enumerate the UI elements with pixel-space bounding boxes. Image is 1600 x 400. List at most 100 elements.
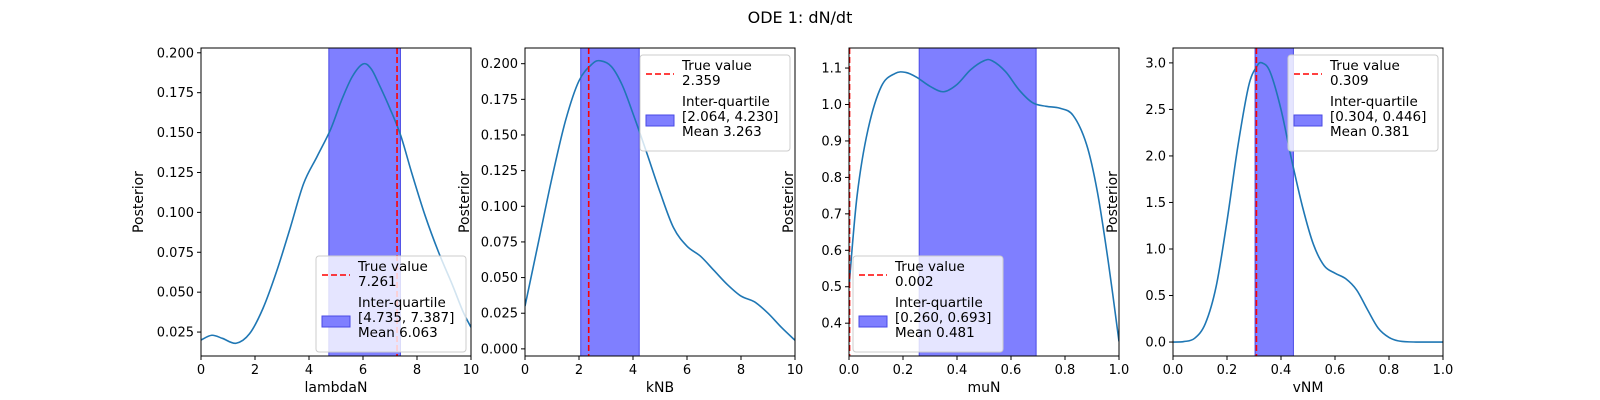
subplot-1: 0 2 4 6 8 10 0.025 0.050 0.075 0.100 0.125 0.150 0.1… [131, 46, 479, 396]
x-tick-label: 2 [251, 363, 259, 378]
posterior-curve [1173, 61, 1443, 343]
legend-true-label: True value [1329, 58, 1400, 74]
legend-iq-swatch [858, 315, 888, 328]
legend-iq-label: Inter-quartile [895, 295, 983, 311]
y-tick-label: 0.200 [481, 57, 518, 72]
y-tick-label: 0.5 [1145, 289, 1166, 304]
subplot-2: 0 2 4 6 8 100.0000.0250.0500.0750.1000.1250.1… [457, 47, 804, 396]
x-tick-label: 0.8 [1379, 363, 1400, 378]
y-tick-label: 0.150 [157, 126, 194, 141]
legend-iq-range: [0.260, 0.693] [895, 310, 991, 326]
legend-iq-range: [4.735, 7.387] [358, 310, 454, 326]
y-tick-label: 0.8 [821, 171, 842, 186]
x-tick-label: 0 [521, 363, 529, 378]
legend-true-label: True value [357, 259, 428, 275]
subplot-3: 0.0 0.2 0.4 0.6 0.8 1.0 0.4 0.5 0.6 0.7 0.8 0.9 1.0 1… [781, 47, 1130, 396]
legend-true-value: 0.002 [895, 274, 934, 290]
x-axis-label: kNB [646, 380, 674, 396]
x-tick-label: 0.4 [1271, 363, 1292, 378]
x-tick-label: 0.2 [893, 363, 914, 378]
posterior-curve [849, 58, 1119, 342]
y-tick-label: 1.0 [821, 98, 842, 113]
x-axis-label: muN [968, 380, 1001, 396]
x-tick-label: 4 [305, 363, 313, 378]
y-axis-label: Posterior [131, 171, 147, 233]
legend-frame [852, 255, 1004, 353]
y-tick-label: 0.075 [157, 246, 194, 261]
x-tick-label: 0.2 [1217, 363, 1238, 378]
x-tick-label: 0.0 [1163, 363, 1184, 378]
y-tick-label: 1.1 [821, 62, 842, 77]
y-tick-label: 0.7 [821, 207, 842, 222]
y-tick-label: 0.175 [481, 93, 518, 108]
y-tick-label: 0.4 [821, 317, 842, 332]
y-tick-label: 0.025 [481, 307, 518, 322]
y-tick-label: 2.0 [1145, 149, 1166, 164]
y-axis-label: Posterior [1105, 171, 1121, 233]
figure-title: ODE 1: dN/dt [748, 8, 853, 27]
legend-iq-swatch [1293, 114, 1323, 127]
y-tick-label: 0.175 [157, 86, 194, 101]
x-tick-label: 0.6 [1325, 363, 1346, 378]
x-tick-label: 8 [737, 363, 745, 378]
plot-area [525, 48, 795, 356]
axes-frame [200, 47, 472, 357]
y-axis-label: Posterior [457, 171, 473, 233]
legend-iq-swatch [321, 315, 351, 328]
y-tick-label: 1.5 [1145, 196, 1166, 211]
y-tick-label: 0.9 [821, 134, 842, 149]
axes-frame [848, 47, 1120, 357]
y-axis-label: Posterior [781, 171, 797, 233]
x-tick-label: 0.6 [1001, 363, 1022, 378]
legend-frame [315, 255, 467, 353]
posterior-curve [201, 62, 471, 345]
x-tick-label: 2 [575, 363, 583, 378]
x-tick-label: 1.0 [1433, 363, 1454, 378]
y-tick-label: 0.000 [481, 342, 518, 357]
y-tick-label: 0.050 [157, 286, 194, 301]
y-tick-label: 0.200 [157, 46, 194, 61]
x-tick-label: 1.0 [1109, 363, 1130, 378]
legend-mean: Mean 3.263 [682, 124, 762, 140]
axes-frame [524, 47, 796, 357]
x-tick-label: 10 [787, 363, 804, 378]
legend-iq-label: Inter-quartile [1330, 94, 1418, 110]
y-tick-label: 0.125 [481, 164, 518, 179]
x-tick-label: 0.0 [839, 363, 860, 378]
legend-true-value: 7.261 [358, 274, 397, 290]
posterior-curve [525, 59, 795, 341]
subplot-4: 0.0 0.2 0.4 0.6 0.8 1.0 0.0 0.5 1.0 1.5 2.0 2.5 3.0 v… [1105, 47, 1454, 396]
interquartile-band [1254, 48, 1294, 356]
legend-frame [639, 54, 791, 152]
legend-mean: Mean 6.063 [358, 325, 438, 341]
legend-true-label: True value [681, 58, 752, 74]
x-tick-label: 6 [683, 363, 691, 378]
y-tick-label: 0.125 [157, 166, 194, 181]
legend-true-value: 0.309 [1330, 73, 1369, 89]
legend-iq-swatch [645, 114, 675, 127]
legend-mean: Mean 0.381 [1330, 124, 1410, 140]
y-tick-label: 0.100 [481, 200, 518, 215]
plot-area [1173, 48, 1443, 356]
y-tick-label: 3.0 [1145, 56, 1166, 71]
legend-mean: Mean 0.481 [895, 325, 975, 341]
y-tick-label: 0.075 [481, 235, 518, 250]
legend-true-label: True value [894, 259, 965, 275]
y-tick-label: 0.100 [157, 206, 194, 221]
y-tick-label: 0.6 [821, 244, 842, 259]
legend-iq-label: Inter-quartile [682, 94, 770, 110]
x-axis-label: vNM [1293, 380, 1324, 396]
x-tick-label: 6 [359, 363, 367, 378]
legend-iq-label: Inter-quartile [358, 295, 446, 311]
x-tick-label: 0.4 [947, 363, 968, 378]
x-axis-label: lambdaN [305, 380, 368, 396]
y-tick-label: 2.5 [1145, 103, 1166, 118]
y-tick-label: 0.0 [1145, 336, 1166, 351]
y-tick-label: 0.150 [481, 128, 518, 143]
legend-true-value: 2.359 [682, 73, 721, 89]
